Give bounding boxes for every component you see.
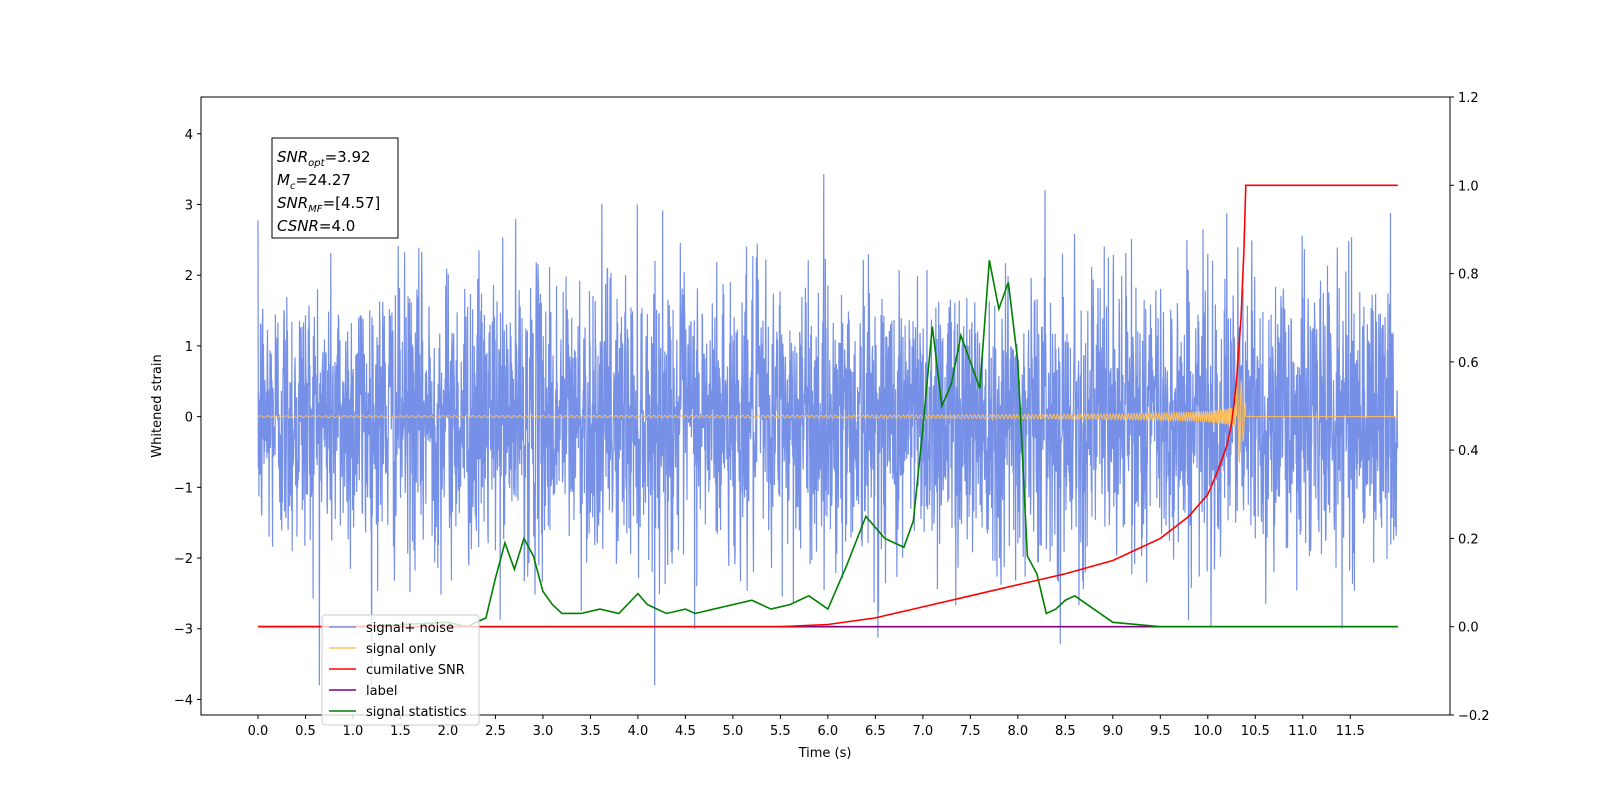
- x-tick-label: 3.5: [580, 724, 601, 739]
- x-tick-label: 0.0: [248, 724, 269, 739]
- x-tick-label: 9.0: [1102, 724, 1123, 739]
- x-axis: 0.0 0.5 1.0 1.5 2.0 2.5 3.0 3.5 4.0 4.5 5.0 5.5 6.0 6…: [248, 715, 1365, 739]
- y-tick-label: −4: [174, 693, 193, 708]
- x-tick-label: 11.5: [1336, 724, 1365, 739]
- x-tick-label: 2.0: [438, 724, 459, 739]
- x-tick-label: 4.5: [675, 724, 696, 739]
- annotation-line: Mc=24.27: [277, 171, 351, 192]
- legend-label: signal only: [366, 642, 436, 657]
- x-tick-label: 1.0: [343, 724, 364, 739]
- legend-label: cumilative SNR: [366, 663, 465, 678]
- x-tick-label: 5.0: [723, 724, 744, 739]
- y-axis-right: 1.2 1.0 0.8 0.6 0.4 0.2 0.0 −0.2: [1450, 91, 1490, 724]
- x-tick-label: 0.5: [295, 724, 316, 739]
- x-tick-label: 10.0: [1193, 724, 1222, 739]
- x-tick-label: 7.5: [960, 724, 981, 739]
- y2-tick-label: 0.4: [1458, 444, 1479, 459]
- y-axis-label: Whitened strain: [150, 354, 165, 457]
- y2-tick-label: −0.2: [1458, 709, 1490, 724]
- y2-tick-label: 0.0: [1458, 621, 1479, 636]
- annotation-line: SNRopt=3.92: [277, 148, 371, 169]
- y-tick-label: −1: [174, 481, 193, 496]
- y-tick-label: 2: [185, 269, 193, 284]
- x-tick-label: 6.5: [865, 724, 886, 739]
- x-tick-label: 11.0: [1288, 724, 1317, 739]
- x-tick-label: 7.0: [913, 724, 934, 739]
- y-tick-label: 1: [185, 340, 193, 355]
- x-tick-label: 8.0: [1007, 724, 1028, 739]
- x-tick-label: 9.5: [1150, 724, 1171, 739]
- x-tick-label: 1.5: [390, 724, 411, 739]
- y2-tick-label: 1.0: [1458, 179, 1479, 194]
- legend: signal+ noise signal only cumilative SNR la…: [321, 614, 480, 726]
- legend-label: label: [366, 684, 397, 699]
- series-signal-plus-noise: [257, 174, 1399, 686]
- y2-tick-label: 0.8: [1458, 268, 1479, 283]
- annotation-line: SNRMF=[4.57]: [277, 194, 380, 215]
- x-tick-label: 2.5: [485, 724, 506, 739]
- y-tick-label: 4: [185, 128, 193, 143]
- legend-frame: [321, 614, 480, 726]
- legend-label: signal statistics: [366, 705, 467, 720]
- y-axis-left: 4 3 2 1 0 −1 −2 −3 −4: [174, 128, 201, 708]
- axes-frame: [200, 96, 1451, 716]
- x-tick-label: 4.0: [628, 724, 649, 739]
- annotation-frame: [271, 137, 399, 239]
- series-signal-statistics: [257, 260, 1398, 628]
- series-cumilative-snr: [257, 184, 1398, 628]
- annotation-line: CSNR=4.0: [277, 217, 355, 235]
- legend-label: signal+ noise: [366, 621, 454, 636]
- x-tick-label: 3.0: [533, 724, 554, 739]
- y-tick-label: 3: [185, 198, 193, 213]
- y2-tick-label: 0.6: [1458, 356, 1479, 371]
- series-signal-only: [257, 358, 1398, 464]
- x-tick-label: 6.0: [818, 724, 839, 739]
- y-tick-label: −2: [174, 552, 193, 567]
- x-tick-label: 5.5: [770, 724, 791, 739]
- x-tick-label: 8.5: [1055, 724, 1076, 739]
- y-tick-label: 0: [185, 411, 193, 426]
- y-tick-label: −3: [174, 623, 193, 638]
- y2-tick-label: 1.2: [1458, 91, 1479, 106]
- x-axis-label: Time (s): [798, 746, 852, 761]
- y2-tick-label: 0.2: [1458, 532, 1479, 547]
- x-tick-label: 10.5: [1241, 724, 1270, 739]
